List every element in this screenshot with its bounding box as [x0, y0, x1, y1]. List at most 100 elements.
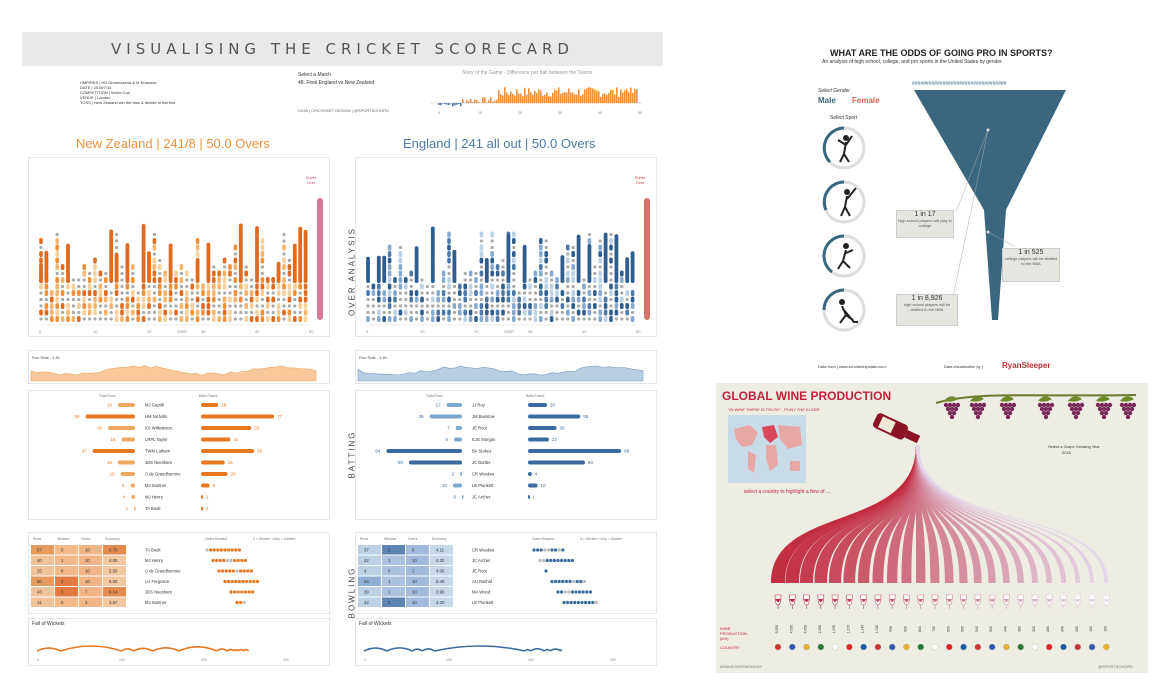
ball-run: [479, 251, 484, 257]
wine-flow[interactable]: [800, 445, 919, 583]
country-flag-icon[interactable]: [1003, 643, 1010, 651]
sport-button-hockey[interactable]: [822, 288, 866, 332]
wine-flow[interactable]: [901, 445, 920, 583]
over-dot: [235, 600, 239, 605]
gender-female[interactable]: Female: [852, 96, 880, 105]
wine-flow[interactable]: [872, 445, 920, 583]
grape: [947, 402, 953, 408]
wine-flow[interactable]: [829, 445, 919, 583]
world-map[interactable]: [728, 415, 806, 483]
ball-run: [93, 257, 97, 264]
bowling-cell: [103, 555, 126, 565]
country-flag-icon[interactable]: [1088, 643, 1096, 651]
wine-flow[interactable]: [887, 445, 919, 583]
country-flag-icon[interactable]: [946, 643, 953, 651]
wine-flow[interactable]: [916, 445, 954, 583]
ball-dot: [71, 278, 75, 282]
country-flag-icon[interactable]: [1017, 643, 1024, 651]
funnel-shape: [914, 90, 1066, 320]
ball-run: [512, 296, 516, 303]
balls-bar: [201, 403, 219, 407]
ball-run: [217, 316, 221, 322]
story-bar: [624, 90, 626, 103]
ball-run: [244, 290, 248, 296]
grape: [1071, 410, 1077, 416]
ball-run: [158, 264, 162, 270]
ball-dot: [174, 304, 178, 308]
wine-flow[interactable]: [785, 445, 920, 583]
ball-run: [206, 283, 211, 290]
country-flag-icon[interactable]: [974, 643, 982, 651]
nz-over-panel: 0 10 20 30 40 50 OVER: [28, 157, 330, 337]
country-flag-icon[interactable]: [1074, 643, 1081, 651]
country-flag-icon[interactable]: [889, 643, 896, 651]
bowling-value: 2.50: [109, 569, 118, 574]
sport-button-baseball[interactable]: [822, 180, 866, 224]
ball-dot: [566, 265, 570, 269]
country-flag-icon[interactable]: [831, 643, 839, 651]
wine-flow[interactable]: [771, 445, 919, 583]
ball-run: [195, 251, 200, 257]
bowler-name: JC Archer: [472, 558, 491, 563]
bowling-value: 10: [412, 600, 417, 605]
wine-flow[interactable]: [916, 445, 982, 583]
wine-flow[interactable]: [916, 445, 968, 583]
wine-flow[interactable]: [916, 445, 940, 583]
ball-dot: [228, 284, 232, 289]
ball-run: [114, 290, 119, 296]
ball-dot: [539, 297, 543, 302]
country-flag-icon[interactable]: [789, 643, 796, 651]
story-bar: [524, 87, 526, 103]
over-tick: 30: [201, 329, 206, 334]
match-select[interactable]: 48. Final England vs New Zealand: [298, 80, 375, 86]
country-flag-icon[interactable]: [874, 643, 882, 651]
over-dot: [236, 590, 240, 594]
ball-run: [125, 309, 130, 316]
wine-flow[interactable]: [843, 445, 920, 583]
ball-run: [479, 231, 484, 238]
country-flag-icon[interactable]: [960, 643, 967, 651]
wine-flow[interactable]: [858, 445, 919, 583]
sport-button-football[interactable]: [822, 234, 866, 278]
gender-male[interactable]: Male: [818, 96, 836, 105]
country-flag-icon[interactable]: [774, 643, 782, 651]
country-flag-icon[interactable]: [917, 643, 924, 651]
country-flag-icon[interactable]: [846, 643, 853, 651]
wine-flow[interactable]: [814, 445, 920, 583]
ball-run: [598, 296, 602, 303]
country-flag-icon[interactable]: [1046, 643, 1053, 651]
year-select[interactable]: 2018: [1062, 450, 1071, 455]
runs-label: 16: [110, 472, 116, 477]
ball-run: [479, 316, 484, 322]
wine-quote: "IN WINE THERE IS TRUTH" - PLINY THE ELD…: [728, 407, 820, 412]
bowling-value: 3: [388, 548, 391, 553]
wine-flow[interactable]: [916, 445, 996, 583]
ball-dot: [560, 297, 564, 302]
ball-run: [512, 290, 516, 296]
ball-dot: [469, 278, 473, 282]
ball-dot: [120, 297, 124, 302]
ball-run: [114, 309, 119, 316]
bowling-value: 3: [388, 600, 391, 605]
country-flag-icon[interactable]: [1103, 643, 1110, 651]
ball-run: [506, 290, 511, 296]
ball-run: [206, 303, 211, 309]
grape: [1075, 402, 1081, 408]
nz-batting-panel: Total Runs Balls Faced 19 MJ Guptill 18 55 HM …: [28, 390, 330, 520]
country-flag-icon[interactable]: [903, 643, 910, 651]
country-flag-icon[interactable]: [817, 643, 824, 651]
ball-run: [366, 316, 370, 322]
country-flag-icon[interactable]: [803, 643, 810, 651]
over-dot: [243, 558, 247, 563]
country-flag-icon[interactable]: [1060, 643, 1067, 651]
wine-fill: [961, 599, 967, 602]
balls-label: 77: [277, 414, 283, 419]
bowling-cell: [358, 597, 381, 607]
sport-button-basketball[interactable]: [822, 126, 866, 170]
country-flag-icon[interactable]: [988, 643, 996, 651]
batter-name: MJ Santner: [145, 483, 167, 488]
country-flag-icon[interactable]: [931, 643, 939, 651]
ball-dot: [447, 271, 451, 276]
country-flag-icon[interactable]: [860, 643, 867, 651]
country-flag-icon[interactable]: [1031, 643, 1039, 651]
